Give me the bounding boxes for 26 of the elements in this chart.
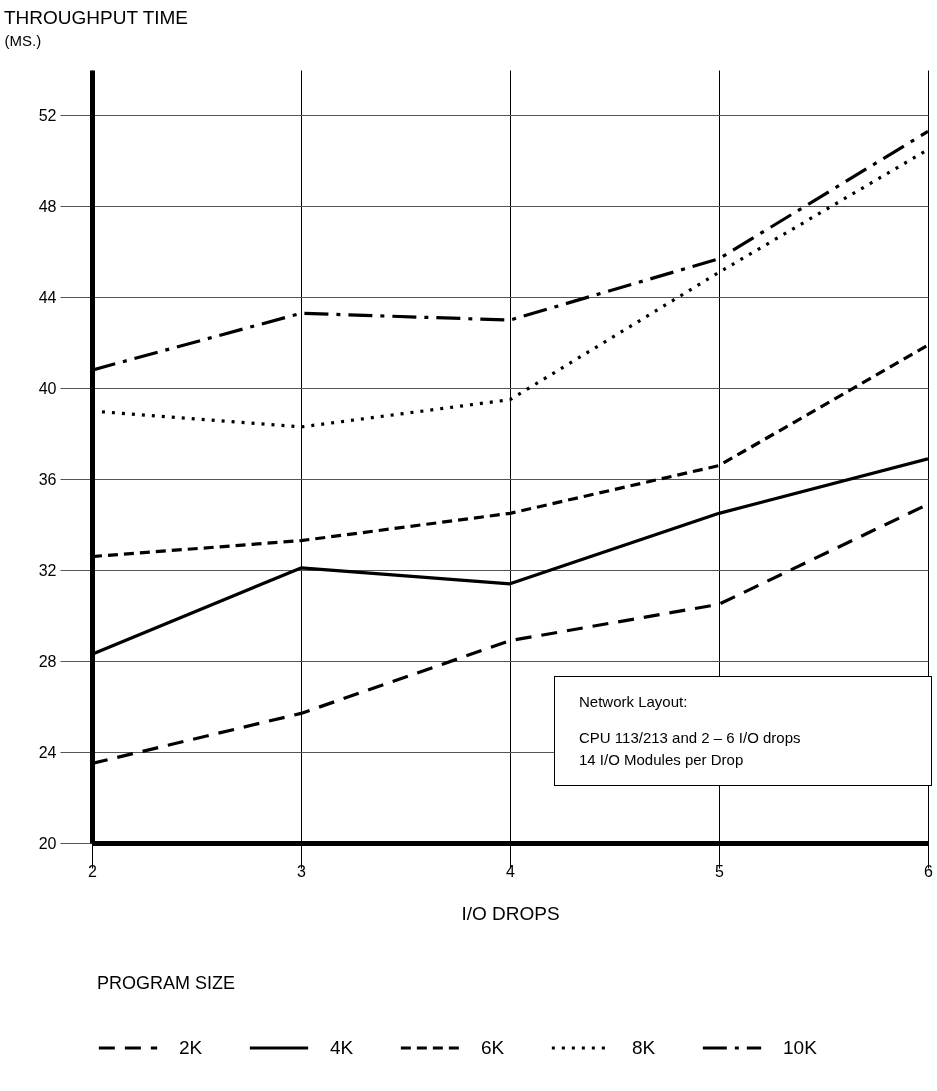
y-tick-label: 28 [38,652,57,670]
legend-label: 4K [330,1037,354,1058]
legend-label: 8K [632,1037,656,1058]
y-tick-label: 44 [38,288,57,306]
note-box: Network Layout: CPU 113/213 and 2 – 6 I/O drops 14 I/O Modules per Drop [554,676,932,786]
x-tick-label: 6 [924,862,934,880]
y-tick-label: 48 [38,197,57,215]
legend-label: 2K [179,1037,203,1058]
x-tick-label: 5 [715,862,725,880]
y-axis-title: (MS.) [4,31,42,49]
annotation: Network Layout: [579,692,689,712]
y-tick-label: 52 [38,106,57,124]
y-tick-label: 20 [38,834,57,852]
y-tick-label: 32 [38,561,57,579]
legend-title: PROGRAM SIZE [97,973,236,993]
legend-label: 10K [783,1037,818,1058]
x-tick-label: 3 [297,862,307,880]
y-tick-label: 36 [38,470,57,488]
annotation: CPU 113/213 and 2 – 6 I/O drops [579,728,802,748]
y-tick-label: 40 [38,379,57,397]
x-tick-label: 2 [88,862,98,880]
annotation: 14 I/O Modules per Drop [579,750,745,770]
x-axis-title: I/O DROPS [461,902,560,924]
chart-title: THROUGHPUT TIME [4,7,189,28]
legend-label: 6K [481,1037,505,1058]
y-tick-label: 24 [38,743,57,761]
